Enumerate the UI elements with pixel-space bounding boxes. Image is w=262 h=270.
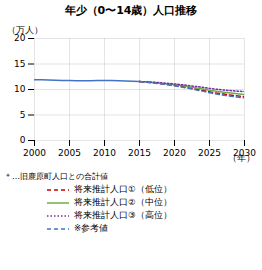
svg-text:20: 20 bbox=[14, 33, 26, 44]
html-text:年少（0〜14歳）人口推移: 年少（0〜14歳）人口推移 bbox=[64, 4, 198, 17]
svg-text:2000: 2000 bbox=[23, 148, 46, 158]
svg-text:15: 15 bbox=[14, 59, 25, 69]
svg-text:2010: 2010 bbox=[93, 148, 116, 158]
html-text:将来推計人口①（低位）: 将来推計人口①（低位） bbox=[74, 184, 172, 194]
svg-text:5: 5 bbox=[20, 110, 26, 120]
html-text:＊…旧鹿原町人口との合計値: ＊…旧鹿原町人口との合計値 bbox=[4, 172, 108, 181]
svg-text:2025: 2025 bbox=[198, 148, 221, 158]
html-text:※参考値: ※参考値 bbox=[74, 223, 109, 233]
svg-text:10: 10 bbox=[14, 84, 26, 94]
html-text:将来推計人口③（高位）: 将来推計人口③（高位） bbox=[74, 210, 172, 220]
svg-text:0: 0 bbox=[20, 135, 26, 145]
svg-text:2005: 2005 bbox=[58, 148, 81, 158]
svg-text:（年）: （年） bbox=[228, 153, 255, 163]
svg-text:2020: 2020 bbox=[163, 148, 186, 158]
svg-text:（万人）: （万人） bbox=[7, 25, 43, 35]
html-text:将来推計人口②（中位）: 将来推計人口②（中位） bbox=[74, 197, 172, 207]
svg-text:2015: 2015 bbox=[128, 148, 151, 158]
